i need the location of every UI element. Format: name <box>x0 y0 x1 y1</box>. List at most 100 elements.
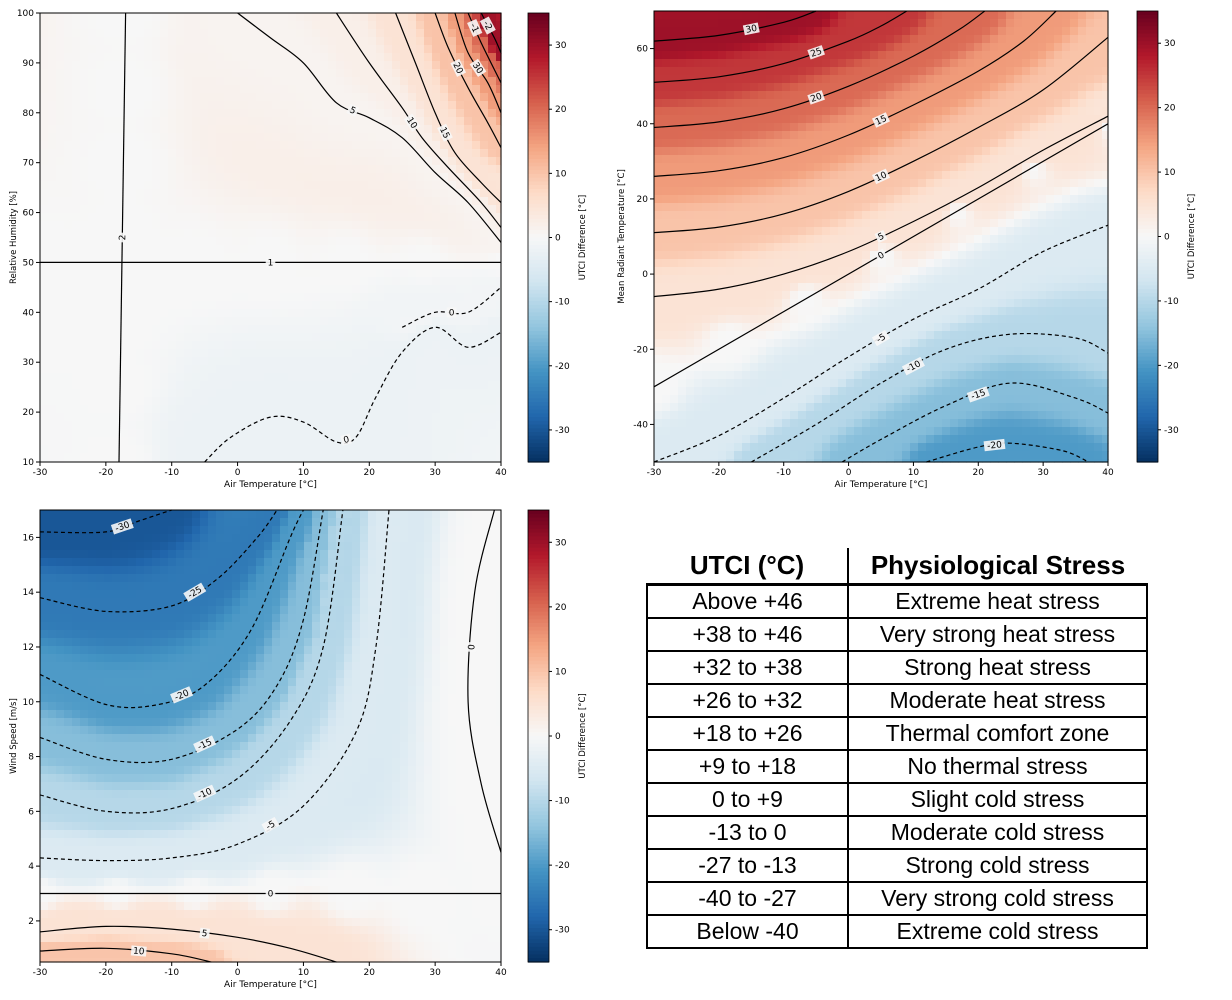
heatmap-cell <box>272 157 281 166</box>
heatmap-cell <box>376 317 385 326</box>
heatmap-cell <box>280 437 289 446</box>
heatmap-cell <box>464 141 473 150</box>
heatmap-cell <box>432 205 441 214</box>
heatmap-cell <box>710 51 719 60</box>
heatmap-cell <box>488 77 497 86</box>
heatmap-cell <box>112 325 121 334</box>
heatmap-cell <box>966 211 975 220</box>
heatmap-cell <box>88 45 97 54</box>
heatmap-cell <box>48 133 57 142</box>
heatmap-cell <box>88 285 97 294</box>
heatmap-cell <box>224 317 233 326</box>
heatmap-cell <box>296 293 305 302</box>
heatmap-cell <box>312 213 321 222</box>
heatmap-cell <box>96 229 105 238</box>
heatmap-cell <box>480 381 489 390</box>
heatmap-cell <box>1038 11 1047 20</box>
heatmap-cell <box>1102 203 1109 212</box>
heatmap-cell <box>200 325 209 334</box>
heatmap-cell <box>480 349 489 358</box>
heatmap-cell <box>440 13 449 22</box>
heatmap-cell <box>694 163 703 172</box>
heatmap-cell <box>456 21 465 30</box>
heatmap-cell <box>152 277 161 286</box>
heatmap-cell <box>328 133 337 142</box>
heatmap-cell <box>734 51 743 60</box>
heatmap-cell <box>814 187 823 196</box>
heatmap-cell <box>750 83 759 92</box>
heatmap-cell <box>128 421 137 430</box>
heatmap-cell <box>248 285 257 294</box>
heatmap-cell <box>424 413 433 422</box>
heatmap-cell <box>488 205 497 214</box>
heatmap-cell <box>998 147 1007 156</box>
heatmap-cell <box>184 349 193 358</box>
heatmap-cell <box>400 405 409 414</box>
heatmap-cell <box>328 365 337 374</box>
heatmap-cell <box>1022 27 1031 36</box>
heatmap-cell <box>360 445 369 454</box>
heatmap-cell <box>208 13 217 22</box>
heatmap-cell <box>376 141 385 150</box>
heatmap-cell <box>248 445 257 454</box>
heatmap-cell <box>472 349 481 358</box>
heatmap-cell <box>40 429 49 438</box>
heatmap-cell <box>128 181 137 190</box>
heatmap-cell <box>240 333 249 342</box>
heatmap-cell <box>472 301 481 310</box>
heatmap-cell <box>224 221 233 230</box>
heatmap-cell <box>128 389 137 398</box>
heatmap-cell <box>256 13 265 22</box>
heatmap-cell <box>750 91 759 100</box>
heatmap-cell <box>64 429 73 438</box>
heatmap-cell <box>264 197 273 206</box>
heatmap-cell <box>942 155 951 164</box>
heatmap-cell <box>120 181 129 190</box>
heatmap-cell <box>112 365 121 374</box>
heatmap-cell <box>790 59 799 68</box>
heatmap-cell <box>1062 115 1071 124</box>
heatmap-cell <box>280 277 289 286</box>
heatmap-cell <box>934 35 943 44</box>
heatmap-cell <box>48 205 57 214</box>
heatmap-cell <box>264 437 273 446</box>
heatmap-cell <box>958 67 967 76</box>
heatmap-cell <box>248 117 257 126</box>
heatmap-cell <box>1054 51 1063 60</box>
heatmap-cell <box>774 147 783 156</box>
heatmap-cell <box>966 195 975 204</box>
heatmap-cell <box>272 141 281 150</box>
heatmap-cell <box>288 341 297 350</box>
heatmap-cell <box>496 125 502 134</box>
heatmap-cell <box>376 173 385 182</box>
heatmap-cell <box>248 197 257 206</box>
heatmap-cell <box>974 59 983 68</box>
heatmap-cell <box>232 69 241 78</box>
heatmap-cell <box>902 75 911 84</box>
heatmap-cell <box>798 91 807 100</box>
heatmap-cell <box>424 117 433 126</box>
heatmap-cell <box>822 27 831 36</box>
heatmap-cell <box>296 189 305 198</box>
heatmap-cell <box>352 13 361 22</box>
heatmap-cell <box>336 93 345 102</box>
heatmap-cell <box>384 29 393 38</box>
heatmap-cell <box>982 67 991 76</box>
heatmap-cell <box>472 357 481 366</box>
heatmap-cell <box>416 189 425 198</box>
heatmap-cell <box>296 365 305 374</box>
heatmap-cell <box>654 163 663 172</box>
heatmap-cell <box>982 27 991 36</box>
heatmap-cell <box>1070 171 1079 180</box>
heatmap-cell <box>184 165 193 174</box>
heatmap-cell <box>384 141 393 150</box>
heatmap-cell <box>1078 99 1087 108</box>
heatmap-cell <box>1054 131 1063 140</box>
heatmap-cell <box>296 429 305 438</box>
heatmap-cell <box>966 43 975 52</box>
heatmap-cell <box>216 189 225 198</box>
heatmap-cell <box>352 29 361 38</box>
heatmap-cell <box>264 205 273 214</box>
heatmap-cell <box>966 91 975 100</box>
